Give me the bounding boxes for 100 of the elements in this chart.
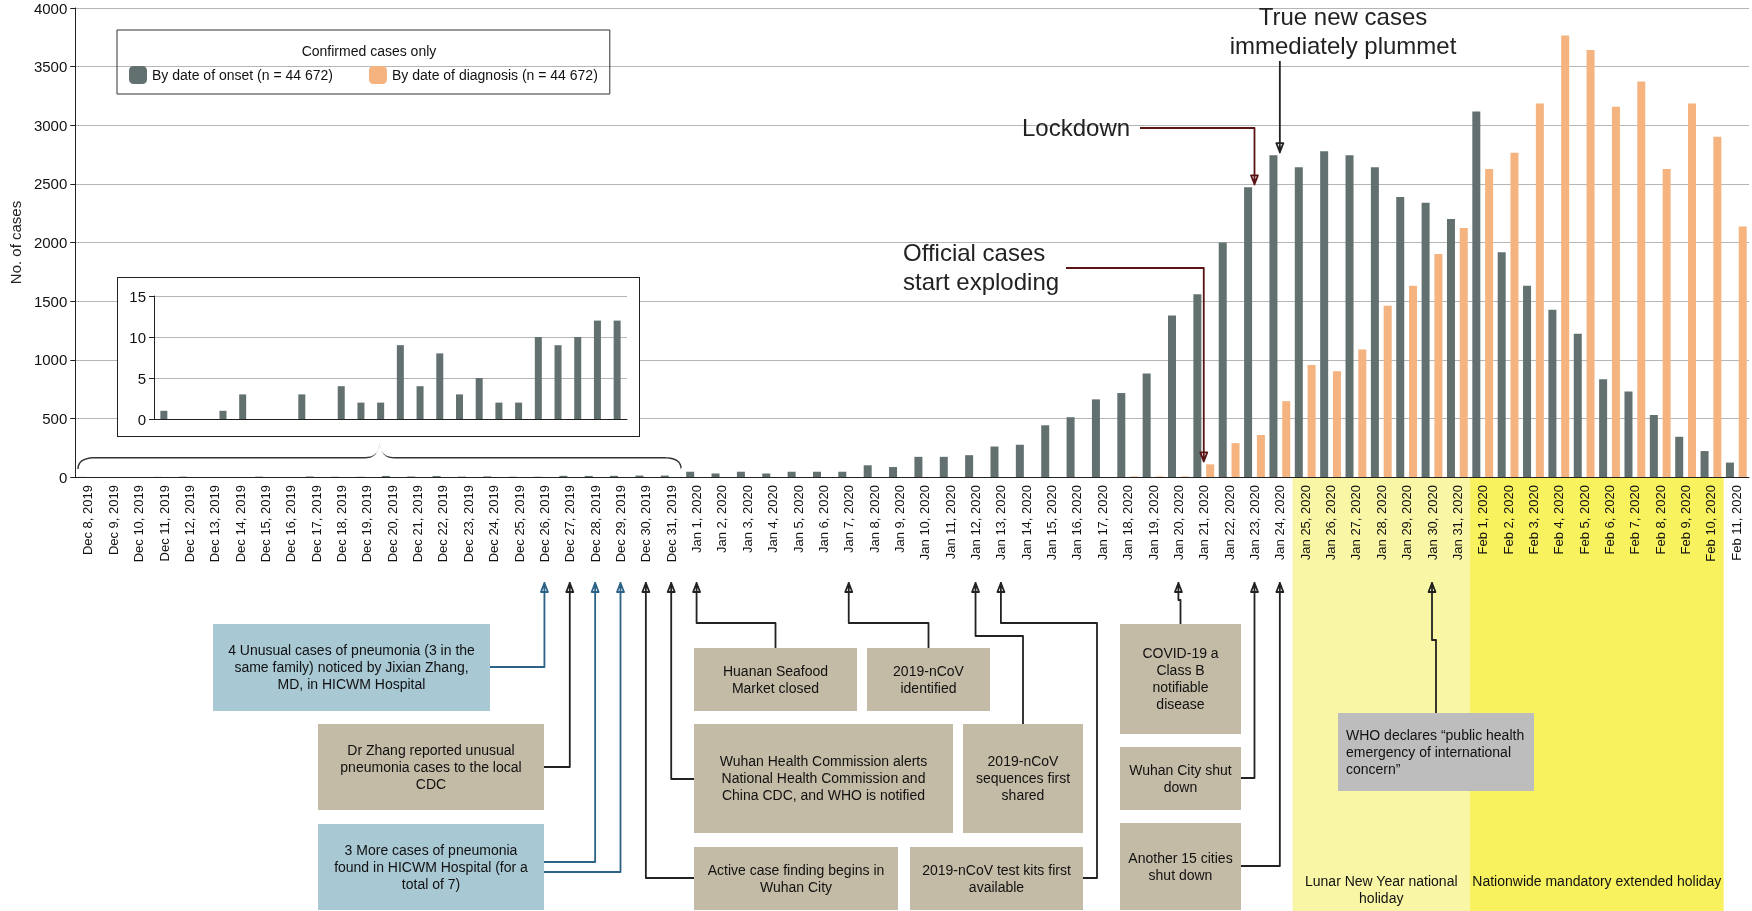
x-tick-label: Jan 19, 2020	[1145, 485, 1161, 561]
bar	[1738, 226, 1747, 477]
x-tick-label: Jan 20, 2020	[1170, 485, 1186, 561]
bar	[219, 410, 227, 419]
x-tick-label: Feb 1, 2020	[1475, 485, 1491, 555]
bar	[377, 402, 385, 419]
text: Lunar New Year national holiday	[1304, 873, 1459, 907]
x-tick-label: Dec 20, 2019	[384, 485, 400, 563]
x-tick-label: Jan 17, 2020	[1094, 485, 1110, 561]
x-tick-label: Jan 4, 2020	[765, 485, 781, 553]
x-tick-label: Jan 14, 2020	[1018, 485, 1034, 561]
bar	[1358, 349, 1367, 477]
x-tick-label: Dec 26, 2019	[536, 485, 552, 563]
x-tick-label: Feb 8, 2020	[1652, 485, 1668, 555]
bar	[1206, 464, 1215, 477]
bar	[889, 467, 898, 477]
x-tick-label: Jan 10, 2020	[917, 485, 933, 561]
bar	[1624, 391, 1633, 477]
x-tick-label: Jan 8, 2020	[866, 485, 882, 553]
bar	[1294, 167, 1303, 477]
x-tick-label: Dec 31, 2019	[663, 485, 679, 563]
text: Nationwide mandatory extended holiday	[1471, 873, 1723, 890]
x-tick-label: Jan 7, 2020	[841, 485, 857, 553]
annotation: Official cases start exploding	[903, 238, 1061, 296]
x-tick-label: Jan 21, 2020	[1196, 485, 1212, 561]
bar	[1231, 443, 1240, 477]
text: 4 Unusual cases of pneumonia (3 in the same family) noticed by Jixian Zhang, MD, in HICWM Hospital	[213, 624, 490, 711]
annotation: True new cases immediately plummet	[1228, 2, 1458, 60]
bar	[416, 386, 424, 419]
x-tick-label: Feb 7, 2020	[1627, 485, 1643, 555]
x-tick-label: Feb 6, 2020	[1602, 485, 1618, 555]
legend-title: Confirmed cases only	[301, 43, 437, 59]
y-tick-label: 4000	[33, 0, 68, 17]
x-tick-label: Jan 11, 2020	[942, 485, 958, 560]
text: COVID-19 a Class B notifiable disease	[1120, 624, 1241, 734]
bar	[1725, 462, 1734, 477]
y-tick-label: 10	[129, 328, 146, 346]
x-tick-label: Jan 23, 2020	[1246, 485, 1262, 561]
bar	[436, 353, 444, 419]
x-tick-label: Dec 29, 2019	[613, 485, 628, 563]
x-tick-label: Jan 5, 2020	[790, 485, 806, 553]
x-tick-label: Feb 4, 2020	[1551, 485, 1567, 555]
x-tick-label: Dec 11, 2019	[156, 485, 172, 562]
bar	[357, 402, 365, 419]
text: 2019-nCoV sequences first shared	[963, 724, 1083, 833]
x-tick-label: Feb 5, 2020	[1576, 485, 1592, 555]
bar	[1649, 414, 1658, 477]
bar	[914, 456, 923, 477]
bar	[787, 471, 796, 477]
bar	[613, 320, 621, 419]
x-tick-label: Jan 31, 2020	[1449, 485, 1465, 561]
x-tick-label: Jan 15, 2020	[1044, 485, 1060, 561]
bar	[1485, 168, 1494, 477]
bar	[1523, 285, 1532, 477]
bar	[939, 456, 948, 477]
x-tick-label: Jan 13, 2020	[993, 485, 1009, 561]
bar	[1662, 168, 1671, 477]
x-tick-label: Dec 8, 2019	[80, 485, 96, 556]
bar	[534, 337, 542, 419]
bar	[1168, 315, 1177, 477]
legend-label: By date of onset (n = 44 672)	[152, 67, 333, 83]
x-tick-label: Dec 23, 2019	[460, 485, 476, 563]
bar	[965, 455, 974, 477]
x-tick-label: Jan 29, 2020	[1399, 485, 1415, 561]
bar	[1446, 218, 1455, 477]
bar	[736, 471, 745, 477]
x-tick-label: Jan 24, 2020	[1272, 485, 1288, 561]
x-tick-label: Jan 26, 2020	[1323, 485, 1339, 561]
x-tick-label: Feb 3, 2020	[1525, 485, 1541, 555]
text: Another 15 cities shut down	[1120, 823, 1241, 910]
bar	[1320, 151, 1329, 477]
text: Dr Zhang reported unusual pneumonia cases to the local CDC	[318, 724, 544, 810]
x-tick-label: Dec 18, 2019	[334, 485, 350, 563]
x-tick-label: Dec 21, 2019	[410, 485, 426, 563]
bar	[1599, 379, 1608, 477]
bar	[1218, 242, 1227, 477]
bar	[1307, 364, 1316, 477]
x-tick-label: Jan 22, 2020	[1221, 485, 1237, 561]
annotation: Lockdown	[1022, 113, 1132, 142]
bar	[1497, 252, 1506, 477]
x-tick-label: Dec 15, 2019	[257, 485, 273, 563]
x-tick-label: Dec 12, 2019	[181, 485, 197, 563]
text: Active case finding begins in Wuhan City	[694, 847, 898, 910]
x-tick-label: Dec 9, 2019	[105, 485, 121, 556]
y-tick-label: 3500	[33, 58, 68, 76]
text: Wuhan Health Commission alerts National Health Commission and China CDC, and WHO is notified	[694, 724, 953, 833]
bar	[1383, 305, 1392, 477]
bar	[1700, 451, 1709, 477]
x-tick-label: Dec 13, 2019	[207, 485, 223, 563]
y-tick-label: 0	[137, 410, 146, 428]
bar	[1611, 106, 1620, 477]
bar	[1421, 202, 1430, 477]
y-tick-label: 0	[58, 468, 68, 486]
bar	[1015, 444, 1024, 477]
x-tick-label: Dec 22, 2019	[435, 485, 451, 563]
bar	[1434, 253, 1443, 477]
bar	[574, 337, 582, 419]
x-tick-label: Feb 10, 2020	[1703, 485, 1719, 562]
bar	[1345, 155, 1354, 477]
bar	[1688, 103, 1696, 477]
